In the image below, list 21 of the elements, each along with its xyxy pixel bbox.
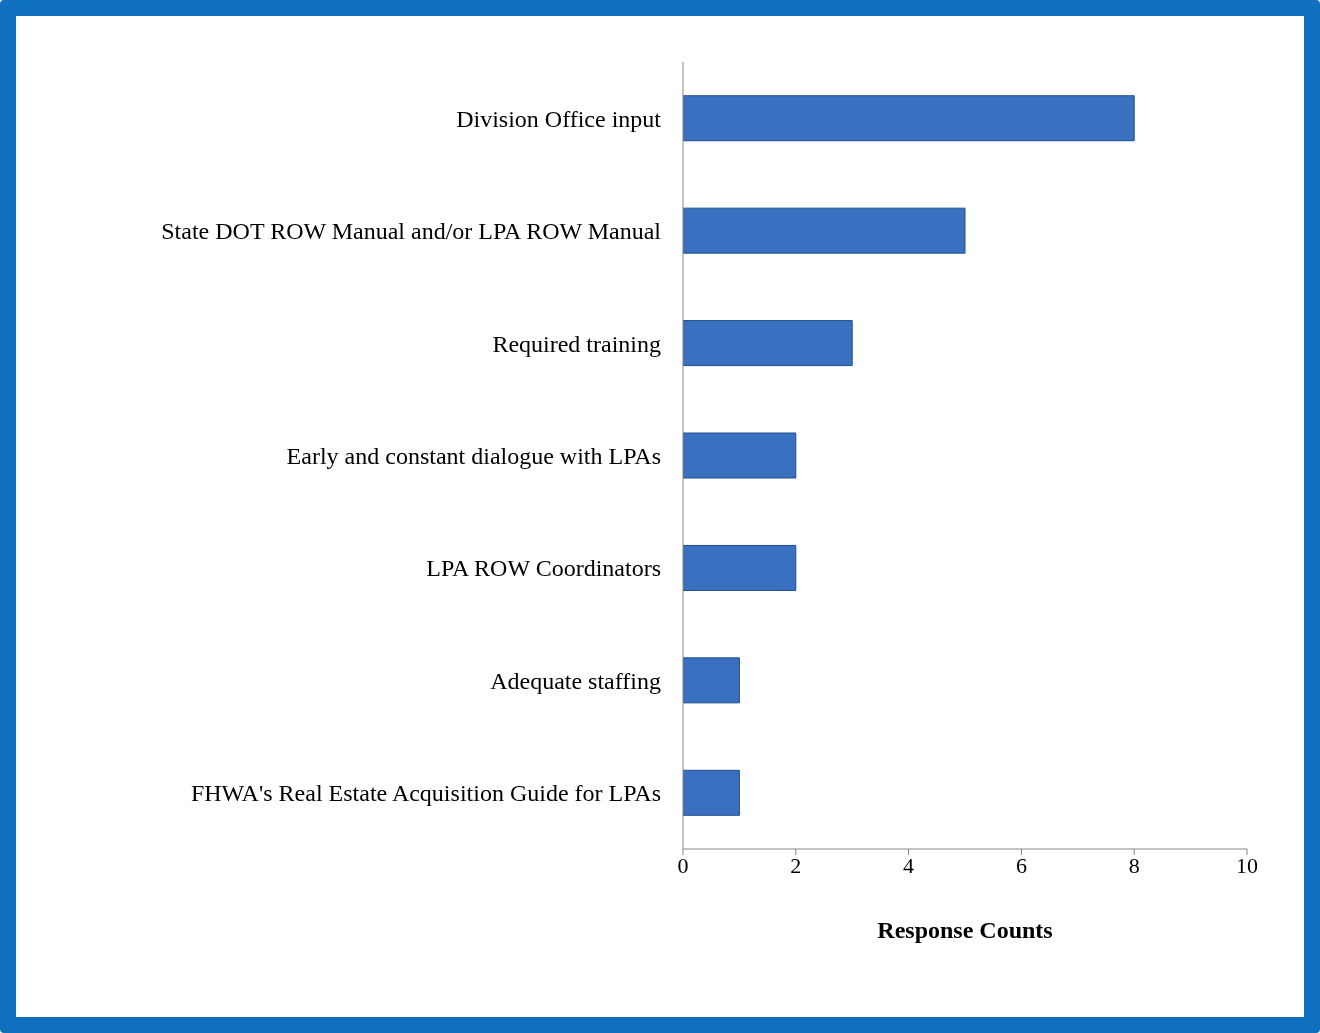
y-tick-label: Adequate staffing	[490, 667, 661, 694]
x-tick-label: 4	[903, 852, 915, 878]
bar	[683, 320, 853, 367]
y-tick-label: LPA ROW Coordinators	[426, 555, 661, 582]
y-tick-label: Required training	[492, 330, 661, 357]
bar	[683, 544, 797, 591]
x-tick-label: 2	[790, 852, 802, 878]
y-tick-label: Early and constant dialogue with LPAs	[286, 443, 661, 470]
y-tick-label: Division Office input	[456, 105, 662, 132]
bar	[683, 432, 797, 479]
x-tick-label: 6	[1015, 852, 1027, 878]
x-tick-label: 0	[677, 852, 689, 878]
bar	[683, 207, 966, 254]
bar	[683, 657, 740, 704]
bar	[683, 95, 1135, 142]
x-tick-label: 8	[1128, 852, 1140, 878]
bar	[683, 769, 740, 816]
y-tick-label: FHWA's Real Estate Acquisition Guide for LPAs	[190, 780, 661, 807]
x-axis-title: Response Counts	[877, 917, 1053, 944]
x-tick-label: 10	[1236, 852, 1258, 878]
y-tick-label: State DOT ROW Manual and/or LPA ROW Manual	[161, 218, 662, 245]
